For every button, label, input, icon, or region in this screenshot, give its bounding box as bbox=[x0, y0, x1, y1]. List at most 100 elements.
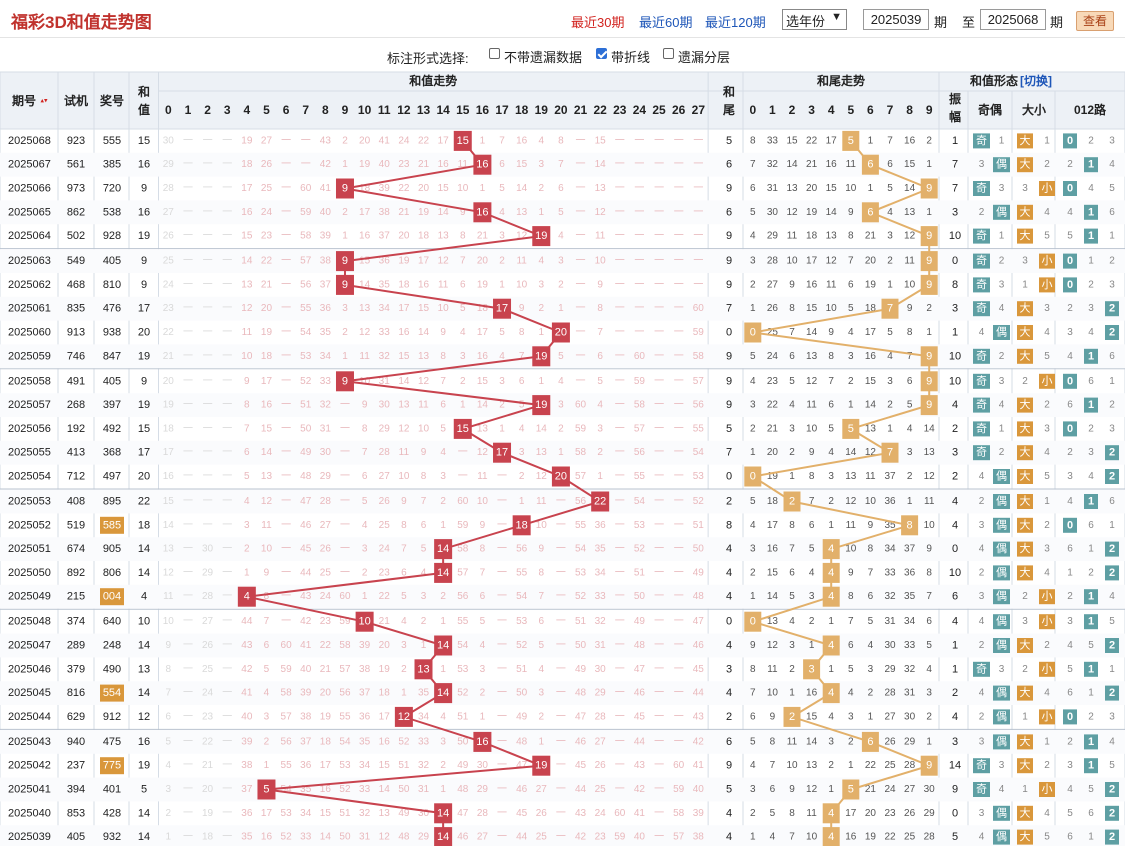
miss-layer-checkbox[interactable] bbox=[663, 48, 674, 59]
sum-miss-cell: 29 bbox=[595, 688, 607, 699]
tail-miss-cell: 1 bbox=[868, 711, 874, 722]
sum-miss-cell: 一 bbox=[674, 159, 684, 170]
miss-layer-label[interactable]: 遗漏分层 bbox=[678, 50, 731, 65]
tail-miss-cell: 13 bbox=[806, 760, 818, 771]
sum-miss-cell: 一 bbox=[281, 591, 291, 602]
tail-ball-label: 0 bbox=[750, 327, 756, 339]
sum-miss-cell: 7 bbox=[401, 544, 407, 555]
period-link-30[interactable]: 最近30期 bbox=[571, 15, 625, 30]
sum-miss-cell: 58 bbox=[634, 400, 646, 411]
polyline-checkbox[interactable] bbox=[596, 48, 607, 59]
tail-cell: 0 bbox=[726, 327, 732, 339]
big-small-label: 大 bbox=[1020, 348, 1031, 362]
sum-miss-cell: 20 bbox=[320, 688, 332, 699]
sum-miss-cell: 52 bbox=[457, 688, 469, 699]
sum-miss-cell: 一 bbox=[281, 159, 291, 170]
sum-miss-cell: 一 bbox=[615, 376, 625, 387]
sum-miss-cell: 57 bbox=[457, 567, 469, 578]
tail-miss-cell: 26 bbox=[904, 808, 916, 819]
odd-even-badge bbox=[973, 421, 990, 437]
sum-miss-cell: 14 bbox=[379, 784, 391, 795]
sum-miss-cell: 57 bbox=[300, 256, 312, 267]
polyline-label[interactable]: 带折线 bbox=[611, 50, 651, 65]
sum-miss-cell: 18 bbox=[418, 231, 430, 242]
no-miss-label[interactable]: 不带遗漏数据 bbox=[504, 50, 583, 65]
sum-miss-cell: 60 bbox=[614, 808, 626, 819]
sum-miss-cell: 50 bbox=[516, 688, 528, 699]
switch-link[interactable]: [切换] bbox=[1020, 73, 1052, 88]
sum-number-header: 17 bbox=[495, 103, 509, 117]
sum-miss-cell: 18 bbox=[241, 159, 253, 170]
sum-miss-cell: 31 bbox=[595, 640, 607, 651]
big-small-label: 大 bbox=[1020, 301, 1031, 315]
tail-miss-cell: 17 bbox=[845, 808, 857, 819]
sum-cell: 16 bbox=[138, 206, 150, 218]
sum-miss-cell: 22 bbox=[261, 256, 273, 267]
sum-miss-cell: 21 bbox=[379, 616, 391, 627]
sum-miss-cell: 1 bbox=[480, 135, 486, 146]
sum-header: 和 bbox=[137, 84, 150, 99]
route-012-badge bbox=[1084, 397, 1098, 413]
sum-miss-cell: 一 bbox=[281, 567, 291, 578]
big-small-badge bbox=[1039, 709, 1055, 725]
sum-miss-cell: 一 bbox=[556, 640, 566, 651]
query-button[interactable]: 查看 bbox=[1076, 11, 1114, 31]
sum-ball bbox=[551, 322, 570, 343]
top-bar: 福彩3D和值走势图 最近30期 最近60期 最近120期 选年份 ▼ 202503… bbox=[0, 0, 1125, 38]
tail-miss-cell: 9 bbox=[770, 711, 776, 722]
prize-number-cell: 004 bbox=[103, 591, 121, 603]
no-miss-checkbox[interactable] bbox=[489, 48, 500, 59]
tail-miss-cell: 2 bbox=[750, 808, 756, 819]
row-stripe bbox=[0, 633, 1125, 658]
route-012-miss: 3 bbox=[1067, 616, 1073, 627]
tail-cell: 4 bbox=[726, 807, 732, 819]
year-select[interactable]: 选年份 ▼ bbox=[782, 9, 847, 30]
route-012-label: 2 bbox=[1109, 831, 1115, 843]
prize-number-cell: 938 bbox=[103, 327, 121, 339]
tail-miss-cell: 26 bbox=[884, 736, 896, 747]
sum-miss-cell: 1 bbox=[499, 423, 505, 434]
period-cell: 2025068 bbox=[8, 135, 51, 147]
tail-miss-cell: 34 bbox=[904, 616, 916, 627]
tail-miss-cell: 10 bbox=[786, 760, 798, 771]
sum-miss-cell: 47 bbox=[300, 496, 312, 507]
odd-even-badge bbox=[993, 638, 1010, 653]
sum-miss-cell: 52 bbox=[634, 544, 646, 555]
tail-ball bbox=[744, 611, 762, 632]
sum-ball bbox=[532, 395, 551, 416]
sum-miss-cell: 一 bbox=[222, 256, 232, 267]
tail-miss-cell: 5 bbox=[789, 376, 795, 387]
sum-number-header: 11 bbox=[378, 103, 391, 117]
period-link-120[interactable]: 最近120期 bbox=[705, 15, 766, 30]
sum-miss-cell: 一 bbox=[281, 183, 291, 194]
big-small-label: 小 bbox=[1042, 615, 1053, 628]
tail-miss-cell: 22 bbox=[865, 760, 877, 771]
tail-miss-cell: 16 bbox=[767, 544, 779, 555]
sum-miss-cell: 一 bbox=[693, 231, 703, 242]
to-period-input[interactable]: 2025068 bbox=[980, 9, 1046, 30]
sum-miss-cell: 5 bbox=[166, 736, 172, 747]
sum-miss-cell: 2 bbox=[440, 496, 446, 507]
sum-ball bbox=[453, 130, 472, 151]
sum-miss-cell: 11 bbox=[418, 400, 429, 411]
sum-miss-cell: 15 bbox=[418, 303, 430, 314]
tail-ball bbox=[920, 371, 938, 392]
period-link-60[interactable]: 最近60期 bbox=[639, 15, 693, 30]
route-012-label: 1 bbox=[1088, 399, 1094, 411]
period-header[interactable]: 期号 bbox=[12, 93, 36, 108]
sum-miss-cell: 11 bbox=[536, 496, 547, 507]
odd-even-label: 偶 bbox=[996, 470, 1007, 483]
sum-miss-cell: 38 bbox=[300, 711, 312, 722]
tail-miss-cell: 27 bbox=[884, 711, 896, 722]
sum-miss-cell: 一 bbox=[203, 423, 213, 434]
route-012-miss: 1 bbox=[1067, 567, 1073, 578]
odd-even-miss: 4 bbox=[979, 688, 985, 699]
sum-miss-cell: 8 bbox=[558, 135, 564, 146]
tail-miss-cell: 7 bbox=[770, 760, 776, 771]
prize-number-cell: 405 bbox=[103, 375, 121, 387]
route-012-miss: 2 bbox=[1067, 591, 1073, 602]
odd-even-badge bbox=[973, 348, 990, 364]
from-period-input[interactable]: 2025039 bbox=[863, 9, 929, 30]
tail-miss-cell: 13 bbox=[924, 447, 936, 458]
odd-even-miss: 1 bbox=[999, 423, 1005, 434]
